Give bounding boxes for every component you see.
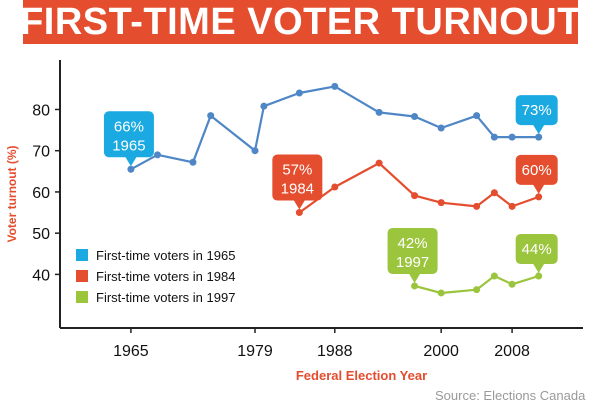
data-point — [535, 133, 543, 141]
y-tick-label: 80 — [32, 102, 50, 119]
chart-title: FIRST-TIME VOTER TURNOUT — [20, 0, 581, 43]
x-axis-label: Federal Election Year — [296, 368, 427, 383]
data-point — [154, 151, 162, 159]
data-point — [189, 158, 197, 166]
data-point — [490, 272, 498, 280]
legend-label: First-time voters in 1965 — [96, 248, 235, 263]
data-point — [535, 272, 543, 280]
callout-pointer — [293, 199, 306, 210]
x-tick-label: 1988 — [317, 343, 353, 360]
callout-pointer — [532, 183, 545, 194]
y-tick-label: 70 — [32, 144, 50, 161]
data-point — [411, 282, 419, 290]
callout-pointer — [532, 124, 545, 135]
data-point — [295, 89, 303, 97]
data-point — [508, 202, 516, 210]
callout-label: 1984 — [281, 181, 314, 198]
x-tick-label: 2000 — [423, 343, 459, 360]
series-line-1 — [130, 85, 539, 171]
series-line-3 — [414, 274, 540, 295]
data-point — [473, 112, 481, 120]
data-point — [437, 124, 445, 132]
legend-swatch — [76, 291, 88, 303]
x-tick-label: 2008 — [494, 343, 530, 360]
data-point — [260, 102, 268, 110]
data-point — [295, 209, 303, 217]
source-label: Source: Elections Canada — [435, 388, 586, 403]
callout-bubble — [272, 154, 323, 201]
data-point — [473, 202, 481, 210]
callout-bubble — [387, 227, 438, 274]
callout-bubble — [515, 154, 558, 185]
data-point — [331, 183, 339, 191]
callout-label: 42% — [398, 235, 428, 252]
callout-label: 57% — [282, 162, 312, 179]
data-point — [508, 133, 516, 141]
y-tick-label: 50 — [32, 226, 50, 243]
data-point — [535, 193, 543, 201]
callout-label: 73% — [522, 102, 552, 119]
data-point — [331, 82, 339, 90]
data-point — [490, 189, 498, 197]
legend-swatch — [76, 249, 88, 261]
x-tick-label: 1965 — [113, 343, 149, 360]
y-axis-label: Voter turnout (%) — [5, 145, 19, 242]
data-point — [437, 199, 445, 207]
x-tick-label: 1979 — [237, 343, 273, 360]
data-point — [411, 112, 419, 120]
data-point — [508, 280, 516, 288]
callout-pointer — [408, 272, 421, 283]
data-point — [437, 289, 445, 297]
callout-label: 60% — [522, 162, 552, 179]
callout-label: 44% — [522, 241, 552, 258]
callout-label: 66% — [114, 118, 144, 135]
data-point — [490, 133, 498, 141]
y-tick-label: 60 — [32, 185, 50, 202]
legend-label: First-time voters in 1997 — [96, 290, 235, 305]
callout-pointer — [532, 263, 545, 274]
data-point — [127, 165, 135, 173]
y-tick-label: 40 — [32, 267, 50, 284]
callout-bubble — [515, 95, 558, 126]
data-point — [375, 108, 383, 116]
title-banner: FIRST-TIME VOTER TURNOUT — [20, 0, 581, 44]
data-point — [411, 192, 419, 200]
callout-pointer — [124, 156, 137, 167]
callout-label: 1997 — [396, 254, 429, 271]
data-point — [251, 147, 259, 155]
data-point — [375, 159, 383, 167]
legend-label: First-time voters in 1984 — [96, 269, 235, 284]
callout-bubble — [515, 234, 558, 265]
callout-label: 1965 — [112, 137, 145, 154]
data-point — [207, 112, 215, 120]
legend-swatch — [76, 270, 88, 282]
callout-bubble — [103, 111, 154, 158]
data-point — [473, 286, 481, 294]
